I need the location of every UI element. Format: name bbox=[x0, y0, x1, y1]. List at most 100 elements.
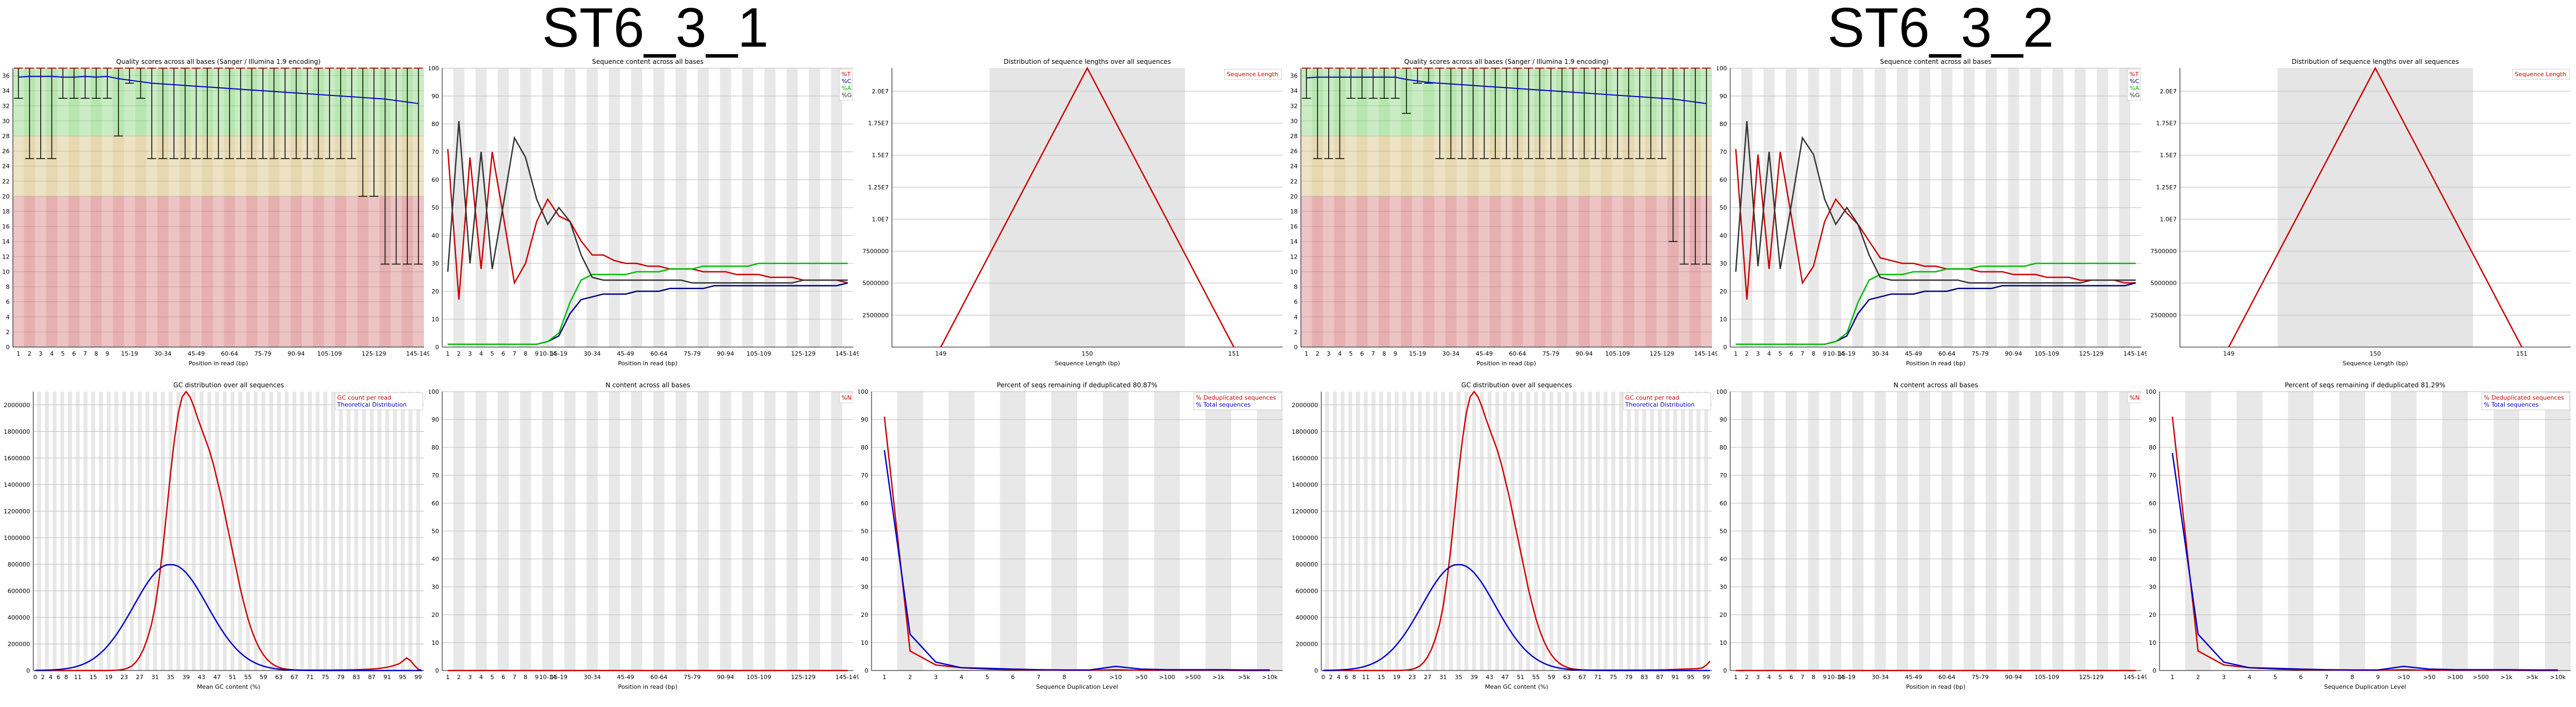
chart-2-2-xtick-label: 10-14 bbox=[1827, 350, 1845, 357]
chart-2-4-xtick-label: 19 bbox=[1393, 674, 1401, 681]
chart-2-4-legend-entry: Theoretical Distribution bbox=[1624, 401, 1694, 408]
chart-2-1-stripe bbox=[1389, 68, 1401, 347]
chart-2-1-xtick-label: 9 bbox=[1393, 350, 1397, 357]
chart-2-2-ytick-label: 80 bbox=[1719, 121, 1727, 128]
chart-2-4-stripe bbox=[1325, 392, 1329, 671]
chart-1-2-x-axis-label: Position in read (bp) bbox=[618, 360, 678, 367]
chart-1-5-ytick-label: 30 bbox=[431, 584, 439, 591]
chart-1-4-stripe bbox=[308, 392, 312, 671]
chart-2-5-ytick-label: 20 bbox=[1719, 612, 1727, 618]
chart-1-1-stripe bbox=[101, 68, 113, 347]
chart-1-4-xtick-label: 0 bbox=[33, 674, 37, 681]
chart-2-4-stripe bbox=[1681, 392, 1685, 671]
chart-2-6-legend: % Deduplicated sequences% Total sequence… bbox=[2481, 392, 2570, 410]
chart-1-1-stripe bbox=[279, 68, 291, 347]
chart-1-4-stripe bbox=[400, 392, 405, 671]
chart-1-6-legend-box bbox=[1193, 392, 1282, 410]
chart-1-6-xtick-label: 7 bbox=[1037, 674, 1041, 681]
chart-1-4-series-line-2 bbox=[35, 564, 422, 672]
chart-1-5-xtick-label: 5 bbox=[491, 674, 494, 681]
chart-2-5-ytick-label: 30 bbox=[1719, 584, 1727, 591]
chart-2-1-stripe bbox=[1567, 68, 1579, 347]
chart-1-4-xtick-label: 55 bbox=[244, 674, 252, 681]
chart-1-1-stripe bbox=[346, 68, 357, 347]
chart-2-5-xtick-label: 5 bbox=[1779, 674, 1782, 681]
chart-1-4-stripe bbox=[316, 392, 320, 671]
chart-2-1-xtick-label: 30-34 bbox=[1443, 350, 1460, 357]
chart-1-1-ytick-label: 2 bbox=[6, 329, 10, 336]
chart-2-5-x-axis-label: Position in read (bp) bbox=[1906, 683, 1966, 690]
chart-2-2-title: Sequence content across all bases bbox=[1880, 58, 1992, 65]
chart-1-6-ytick-label: 10 bbox=[861, 639, 868, 646]
chart-1-4-stripe bbox=[277, 392, 281, 671]
chart-1-4-stripe bbox=[207, 392, 211, 671]
chart-2-4-xtick-label: 63 bbox=[1563, 674, 1571, 681]
chart-2-5-xtick-label: 7 bbox=[1801, 674, 1804, 681]
chart-1-6-ytick-label: 80 bbox=[861, 444, 868, 451]
chart-2-6-xtick-label: 3 bbox=[2222, 674, 2226, 681]
chart-1-4-xtick-label: 99 bbox=[414, 674, 422, 681]
chart-1-2-xtick-label: 45-49 bbox=[617, 350, 634, 357]
chart-2-6-ytick-label: 50 bbox=[2149, 528, 2156, 535]
chart-1-2-ytick-label: 40 bbox=[431, 232, 439, 239]
chart-2-6-ytick-label: 0 bbox=[2153, 667, 2156, 674]
chart-2-4-stripe bbox=[1495, 392, 1499, 671]
chart-2-1-ytick-label: 22 bbox=[1290, 178, 1298, 185]
chart-1-2-xtick-label: 6 bbox=[501, 350, 505, 357]
chart-2-2-legend: %T%C%A%G bbox=[2127, 69, 2141, 101]
chart-2-6-xtick-label: >10k bbox=[2550, 674, 2566, 681]
chart-1-2-xtick-label: 8 bbox=[524, 350, 528, 357]
chart-2-1-boxes bbox=[1302, 68, 1711, 265]
chart-1-5-x-axis-label: Position in read (bp) bbox=[618, 683, 678, 690]
chart-1-6-xtick-label: 4 bbox=[960, 674, 963, 681]
chart-1-4-stripe bbox=[184, 392, 188, 671]
chart-2-2-xtick-label: 6 bbox=[1789, 350, 1793, 357]
chart-1-5-title: N content across all bases bbox=[605, 381, 690, 389]
chart-2-2-ytick-label: 70 bbox=[1719, 149, 1727, 156]
chart-2-1-xtick-label: 15-19 bbox=[1409, 350, 1426, 357]
chart-1-4-stripe bbox=[292, 392, 297, 671]
chart-1-4-xtick-label: 91 bbox=[384, 674, 391, 681]
chart-1-3-series-line bbox=[940, 67, 1235, 348]
chart-1-4-xtick-label: 11 bbox=[74, 674, 82, 681]
chart-1-4-xtick-label: 51 bbox=[229, 674, 236, 681]
chart-2-1-xtick-label: 4 bbox=[1338, 350, 1342, 357]
chart-1-5-xtick-label: 145-149 bbox=[836, 674, 859, 681]
chart-2-5-xtick-label: 15-19 bbox=[1838, 674, 1855, 681]
chart-2-5-legend-box bbox=[2127, 392, 2141, 403]
chart-1-4-stripe bbox=[223, 392, 227, 671]
chart-2-4-stripe bbox=[1588, 392, 1592, 671]
chart-1-6-xtick-label: >5k bbox=[1238, 674, 1250, 681]
chart-1-4-stripe bbox=[354, 392, 358, 671]
chart-2-4-xtick-label: 0 bbox=[1321, 674, 1325, 681]
chart-1-3-legend: Sequence Length bbox=[1224, 69, 1282, 80]
chart-1-1-xtick-label: 8 bbox=[94, 350, 98, 357]
chart-2-4-xtick-label: 75 bbox=[1609, 674, 1617, 681]
chart-1-2-xtick-label: 145-149 bbox=[836, 350, 859, 357]
chart-2-5-xtick-label: 30-34 bbox=[1872, 674, 1889, 681]
chart-2-1-stripe bbox=[1590, 68, 1601, 347]
chart-1-5-legend: %N bbox=[839, 392, 853, 403]
chart-1-4-stripe bbox=[269, 392, 273, 671]
chart-1-4-legend-box bbox=[334, 392, 423, 410]
chart-1-4-xtick-label: 31 bbox=[151, 674, 159, 681]
chart-2-4-xtick-label: 47 bbox=[1501, 674, 1509, 681]
chart-2-4-xtick-label: 87 bbox=[1656, 674, 1664, 681]
chart-1-1-xtick-label: 4 bbox=[50, 350, 54, 357]
chart-2-6-xtick-label: >10 bbox=[2397, 674, 2410, 681]
chart-2-6-xtick-label: 7 bbox=[2325, 674, 2329, 681]
chart-1-4-stripe bbox=[362, 392, 366, 671]
chart-2-5-xtick-label: 90-94 bbox=[2005, 674, 2022, 681]
chart-1-6-xtick-label: >100 bbox=[1159, 674, 1175, 681]
chart-1-5-ytick-label: 10 bbox=[431, 639, 439, 646]
chart-1-1-stripe bbox=[257, 68, 269, 347]
chart-1-2-ytick-label: 10 bbox=[431, 316, 439, 323]
chart-2-4: GC distribution over all sequences 0 20000… bbox=[1292, 381, 1712, 690]
chart-1-4-xtick-label: 35 bbox=[167, 674, 174, 681]
chart-2-1-xtick-label: 45-49 bbox=[1476, 350, 1493, 357]
chart-2-2-xtick-label: 125-129 bbox=[2079, 350, 2104, 357]
chart-2-1-ytick-label: 10 bbox=[1290, 268, 1298, 275]
chart-2-1-ytick-label: 6 bbox=[1294, 299, 1298, 306]
chart-2-4-xtick-label: 91 bbox=[1672, 674, 1679, 681]
chart-1-1-xtick-label: 1 bbox=[17, 350, 20, 357]
